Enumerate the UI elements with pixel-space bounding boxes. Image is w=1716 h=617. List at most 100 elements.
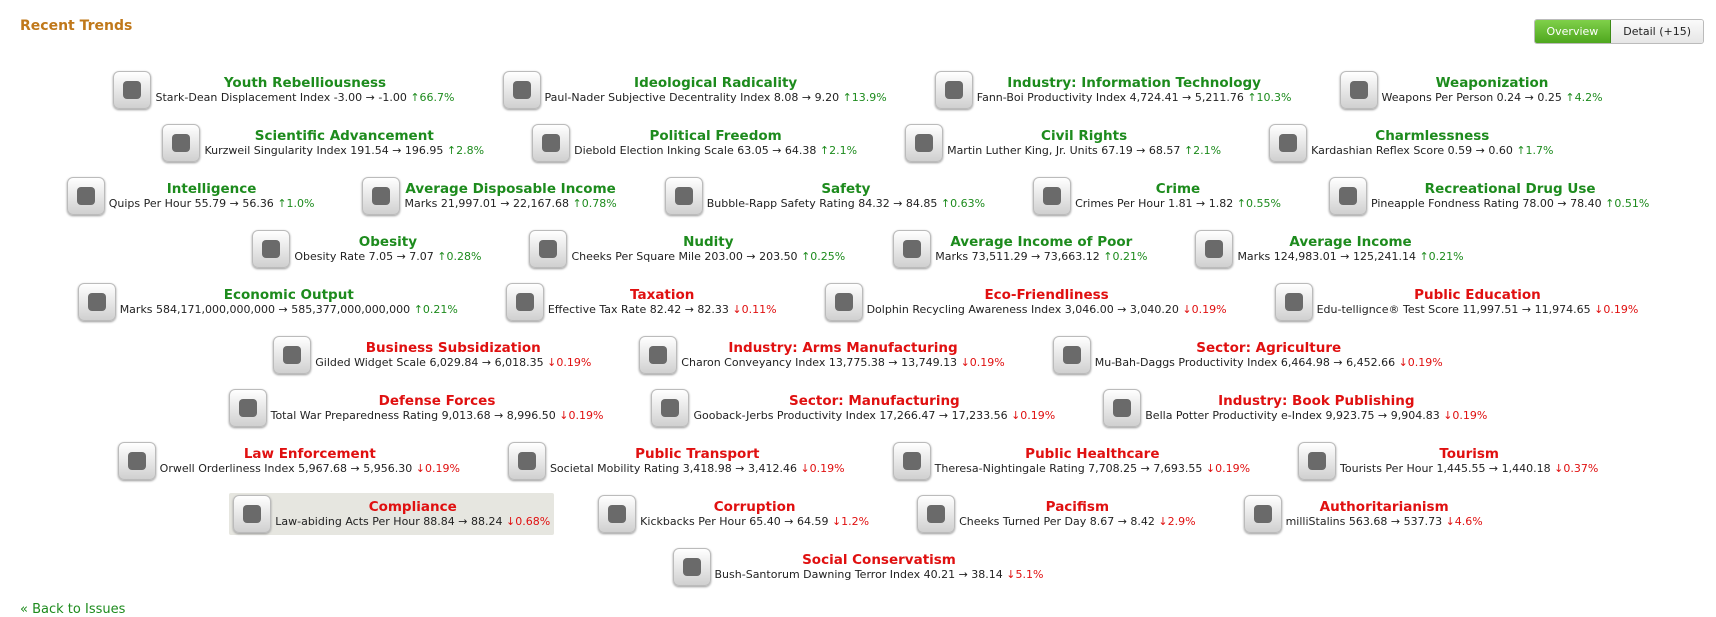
trend-item[interactable]: Recreational Drug Use Pineapple Fondness … <box>1325 175 1653 217</box>
metric-change: ↑66.7% <box>410 91 455 104</box>
trend-icon <box>117 441 156 480</box>
metric-text: Cheeks Per Square Mile 203.00 → 203.50 <box>571 250 798 263</box>
trend-metric: Cheeks Turned Per Day 8.67 → 8.42 ↓2.9% <box>959 515 1195 528</box>
issues-link[interactable]: Issues <box>84 602 126 617</box>
trend-item[interactable]: Law Enforcement Orwell Orderliness Index … <box>114 440 464 482</box>
trend-name: Recreational Drug Use <box>1424 181 1596 197</box>
trend-icon <box>664 176 703 215</box>
trend-icon <box>934 70 973 109</box>
trend-icon <box>905 123 944 162</box>
trend-row: Defense Forces Total War Preparedness Rat… <box>0 381 1716 434</box>
trend-item[interactable]: Average Disposable Income Marks 21,997.01… <box>358 175 620 217</box>
trend-name: Compliance <box>368 499 457 515</box>
trend-item[interactable]: Industry: Information Technology Fann-Boi… <box>931 69 1296 111</box>
trend-icon <box>233 494 272 533</box>
trend-item[interactable]: Economic Output Marks 584,171,000,000,000… <box>74 281 462 323</box>
metric-text: Obesity Rate 7.05 → 7.07 <box>294 250 434 263</box>
trend-text: Industry: Arms Manufacturing Charon Conve… <box>681 340 1004 369</box>
trend-item[interactable]: Industry: Arms Manufacturing Charon Conve… <box>635 334 1008 376</box>
trend-item[interactable]: Social Conservatism Bush-Santorum Dawning… <box>669 546 1048 588</box>
trend-text: Youth Rebelliousness Stark-Dean Displacem… <box>155 75 454 104</box>
trend-item[interactable]: Tourism Tourists Per Hour 1,445.55 → 1,44… <box>1294 440 1602 482</box>
trend-name: Economic Output <box>223 287 354 303</box>
trend-icon <box>672 547 711 586</box>
trend-metric: Fann-Boi Productivity Index 4,724.41 → 5… <box>977 91 1292 104</box>
trend-item[interactable]: Public Transport Societal Mobility Rating… <box>504 440 849 482</box>
trend-item[interactable]: Safety Bubble-Rapp Safety Rating 84.32 → … <box>661 175 989 217</box>
trend-item[interactable]: Pacifism Cheeks Turned Per Day 8.67 → 8.4… <box>913 493 1199 535</box>
icon-glyph <box>1284 292 1303 311</box>
trend-icon <box>502 70 541 109</box>
trend-icon <box>273 335 312 374</box>
trend-metric: Marks 73,511.29 → 73,663.12 ↑0.21% <box>935 250 1147 263</box>
trend-icon <box>651 388 690 427</box>
trend-metric: Tourists Per Hour 1,445.55 → 1,440.18 ↓0… <box>1340 462 1598 475</box>
trend-item[interactable]: Crime Crimes Per Hour 1.81 → 1.82 ↑0.55% <box>1029 175 1285 217</box>
trend-item[interactable]: Average Income Marks 124,983.01 → 125,241… <box>1191 228 1467 270</box>
metric-text: Kurzweil Singularity Index 191.54 → 196.… <box>204 144 444 157</box>
trend-text: Industry: Information Technology Fann-Boi… <box>977 75 1292 104</box>
trend-item[interactable]: Taxation Effective Tax Rate 82.42 → 82.33… <box>502 281 781 323</box>
trend-name: Average Income of Poor <box>950 234 1133 250</box>
trend-item[interactable]: Business Subsidization Gilded Widget Scal… <box>269 334 595 376</box>
trend-metric: Orwell Orderliness Index 5,967.68 → 5,95… <box>160 462 460 475</box>
trend-item[interactable]: Sector: Manufacturing Gooback-Jerbs Produ… <box>647 387 1059 429</box>
trend-item[interactable]: Weaponization Weapons Per Person 0.24 → 0… <box>1336 69 1607 111</box>
trend-text: Law Enforcement Orwell Orderliness Index … <box>160 446 460 475</box>
icon-glyph <box>608 504 627 523</box>
icon-glyph <box>674 186 693 205</box>
trend-text: Recreational Drug Use Pineapple Fondness … <box>1371 181 1649 210</box>
trend-item[interactable]: Defense Forces Total War Preparedness Rat… <box>225 387 608 429</box>
trend-item[interactable]: Authoritarianism milliStalins 563.68 → 53… <box>1240 493 1487 535</box>
icon-glyph <box>1205 239 1224 258</box>
trend-icon <box>639 335 678 374</box>
trend-text: Public Education Edu-tellignce® Test Scor… <box>1317 287 1639 316</box>
tab[interactable]: Detail (+15) <box>1611 20 1703 43</box>
trend-name: Obesity <box>358 234 418 250</box>
icon-glyph <box>512 80 531 99</box>
trend-item[interactable]: Industry: Book Publishing Bella Potter Pr… <box>1099 387 1491 429</box>
trend-item[interactable]: Youth Rebelliousness Stark-Dean Displacem… <box>109 69 458 111</box>
trend-item[interactable]: Nudity Cheeks Per Square Mile 203.00 → 20… <box>525 228 849 270</box>
metric-change: ↑1.0% <box>277 197 315 210</box>
trend-name: Political Freedom <box>649 128 782 144</box>
trend-item[interactable]: Compliance Law-abiding Acts Per Hour 88.8… <box>229 492 555 535</box>
trend-metric: Charon Conveyancy Index 13,775.38 → 13,7… <box>681 356 1004 369</box>
trend-item[interactable]: Charmlessness Kardashian Reflex Score 0.5… <box>1265 122 1557 164</box>
trend-name: Sector: Manufacturing <box>788 393 960 409</box>
trend-name: Charmlessness <box>1375 128 1490 144</box>
trend-text: Safety Bubble-Rapp Safety Rating 84.32 → … <box>707 181 985 210</box>
metric-change: ↓5.1% <box>1006 568 1044 581</box>
trend-metric: Kardashian Reflex Score 0.59 → 0.60 ↑1.7… <box>1311 144 1553 157</box>
trend-metric: Stark-Dean Displacement Index -3.00 → -1… <box>155 91 454 104</box>
trend-item[interactable]: Civil Rights Martin Luther King, Jr. Unit… <box>901 122 1225 164</box>
trend-item[interactable]: Corruption Kickbacks Per Hour 65.40 → 64.… <box>594 493 873 535</box>
trend-icon <box>1269 123 1308 162</box>
trend-metric: Weapons Per Person 0.24 → 0.25 ↑4.2% <box>1382 91 1603 104</box>
metric-text: Bush-Santorum Dawning Terror Index 40.21… <box>714 568 1003 581</box>
trend-item[interactable]: Average Income of Poor Marks 73,511.29 → … <box>889 228 1151 270</box>
trend-item[interactable]: Intelligence Quips Per Hour 55.79 → 56.36… <box>63 175 319 217</box>
trend-item[interactable]: Public Healthcare Theresa-Nightingale Rat… <box>889 440 1254 482</box>
trend-item[interactable]: Ideological Radicality Paul-Nader Subject… <box>499 69 891 111</box>
icon-glyph <box>515 292 534 311</box>
trend-item[interactable]: Political Freedom Diebold Election Inking… <box>528 122 861 164</box>
trend-item[interactable]: Eco-Friendliness Dolphin Recycling Awaren… <box>821 281 1231 323</box>
trend-item[interactable]: Scientific Advancement Kurzweil Singulari… <box>158 122 488 164</box>
trend-icon <box>892 441 931 480</box>
metric-text: Pineapple Fondness Rating 78.00 → 78.40 <box>1370 197 1602 210</box>
trend-item[interactable]: Obesity Obesity Rate 7.05 → 7.07 ↑0.28% <box>248 228 485 270</box>
icon-glyph <box>915 133 934 152</box>
metric-text: Bubble-Rapp Safety Rating 84.32 → 84.85 <box>706 197 938 210</box>
metric-change: ↑10.3% <box>1247 91 1292 104</box>
metric-change: ↓1.2% <box>831 515 870 528</box>
metric-change: ↓0.19% <box>960 356 1005 369</box>
icon-glyph <box>1253 504 1272 523</box>
trend-name: Nudity <box>683 234 734 250</box>
trend-text: Political Freedom Diebold Election Inking… <box>574 128 857 157</box>
trend-item[interactable]: Public Education Edu-tellignce® Test Scor… <box>1271 281 1643 323</box>
trend-item[interactable]: Sector: Agriculture Mu-Bah-Daggs Producti… <box>1049 334 1447 376</box>
trend-text: Pacifism Cheeks Turned Per Day 8.67 → 8.4… <box>959 499 1195 528</box>
trend-name: Average Disposable Income <box>405 181 616 197</box>
tab[interactable]: Overview <box>1534 20 1612 43</box>
